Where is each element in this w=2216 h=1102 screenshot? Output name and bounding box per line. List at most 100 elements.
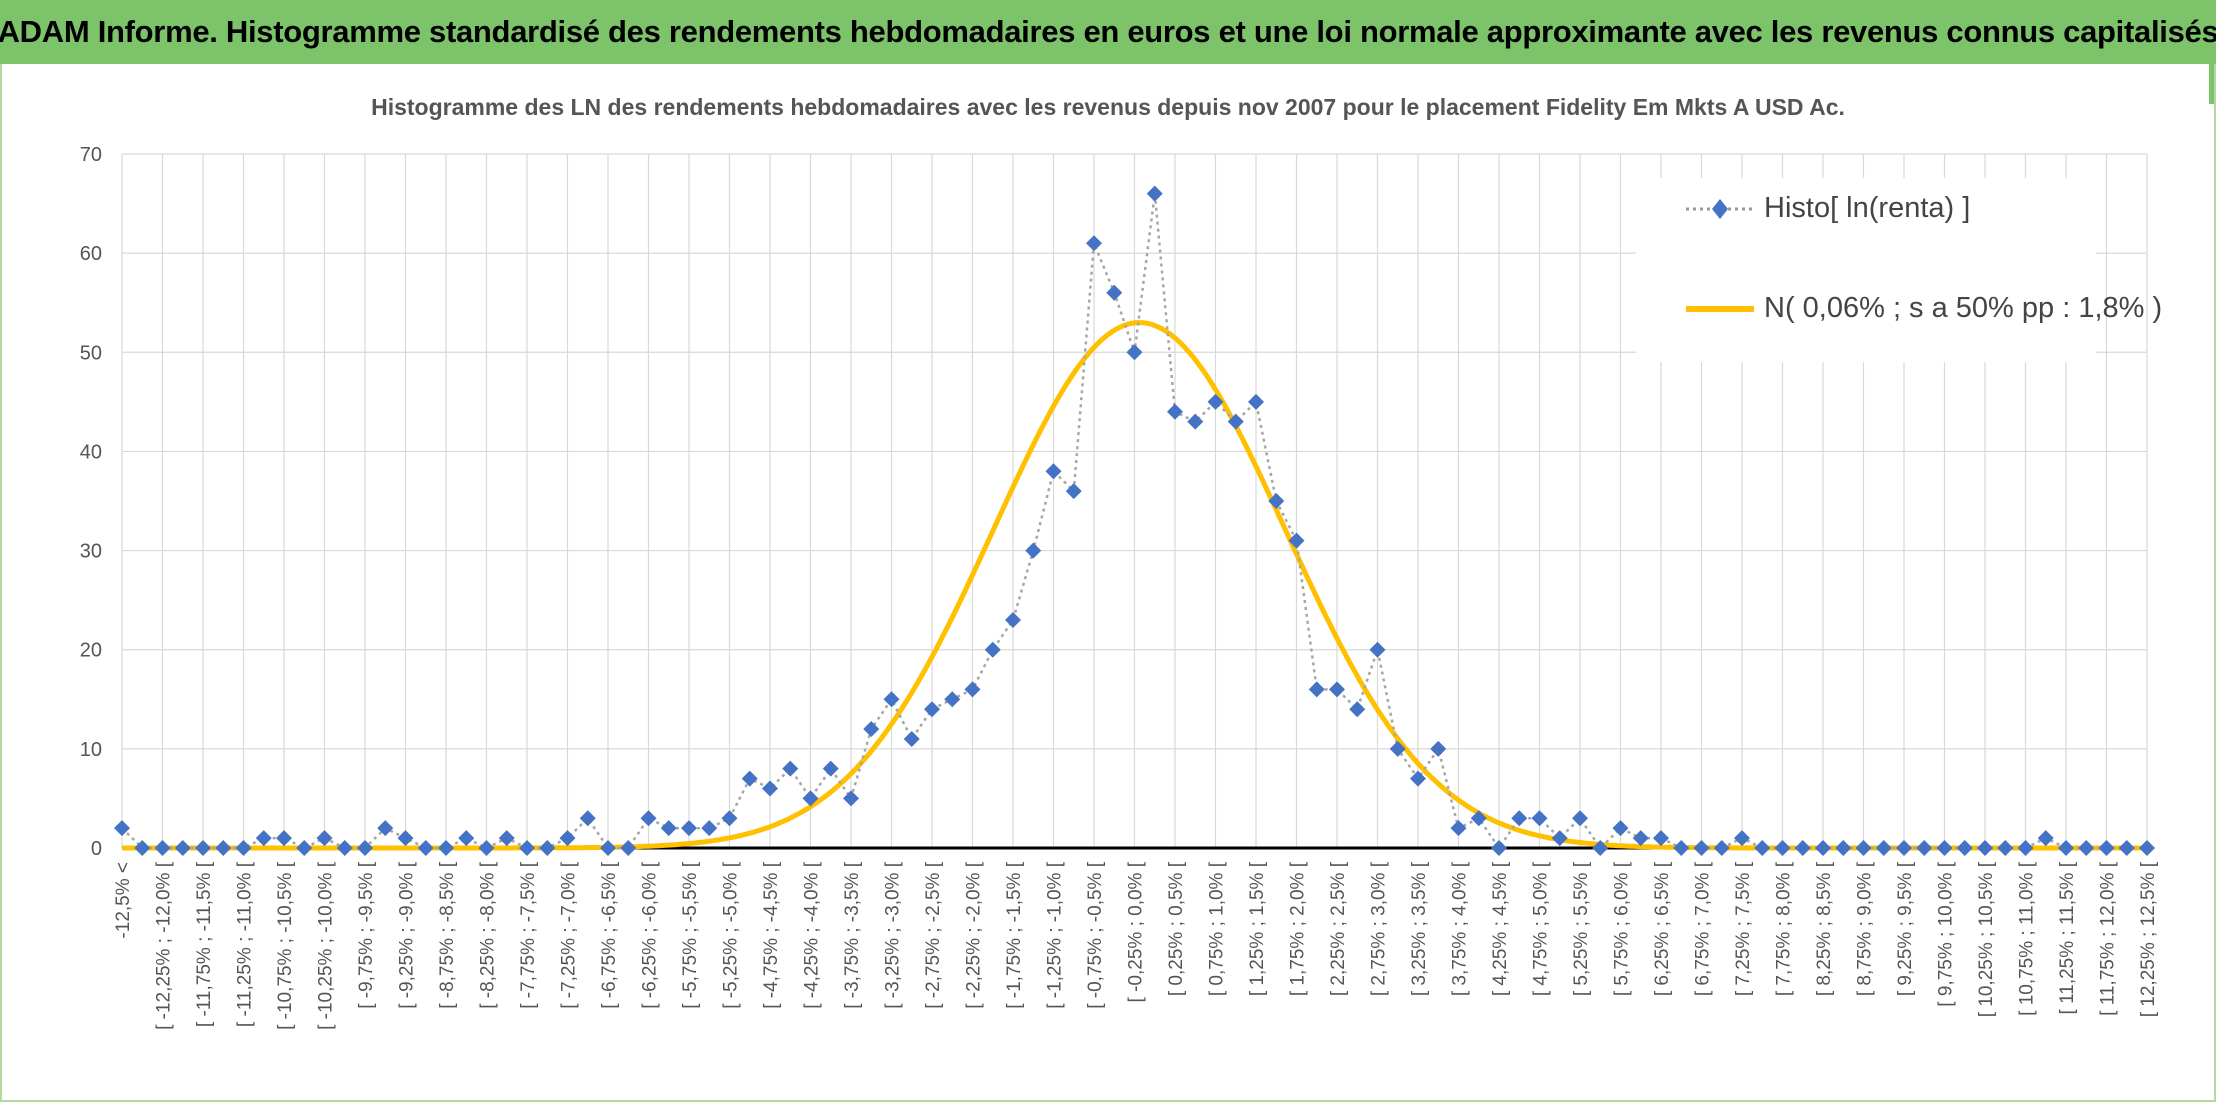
histogram-point <box>316 830 333 847</box>
x-tick-label: [ 5,75% ; 6,0% [ <box>1612 861 1633 996</box>
histogram-point <box>2037 830 2054 847</box>
histogram-point <box>1410 770 1426 787</box>
x-tick-label: [ 0,75% ; 1,0% [ <box>1207 861 1228 996</box>
histogram-point <box>1592 840 1609 856</box>
histogram-point <box>1308 681 1325 698</box>
histogram-point <box>1977 840 1993 856</box>
y-tick-label: 60 <box>80 243 102 265</box>
histogram-point <box>802 790 819 807</box>
histogram-point <box>397 830 414 847</box>
x-tick-label: [ -11,25% ; -11,0% [ <box>235 861 256 1027</box>
histogram-point <box>1126 344 1143 361</box>
histogram-point <box>1005 611 1021 628</box>
y-tick-label: 40 <box>80 441 102 463</box>
histogram-point <box>1450 820 1467 837</box>
x-tick-label: [ -9,25% ; -9,0% [ <box>397 861 418 1009</box>
histogram-point <box>883 691 900 708</box>
histogram-point <box>1227 413 1244 430</box>
histogram-point <box>2139 840 2155 856</box>
y-tick-label: 70 <box>80 144 102 166</box>
legend-swatch-histo <box>1686 198 1754 219</box>
x-tick-label: [ -11,75% ; -11,5% [ <box>194 861 215 1027</box>
y-tick-label: 10 <box>80 739 102 761</box>
banner-edge-mark <box>2209 64 2214 104</box>
x-tick-label: [ 11,25% ; 11,5% [ <box>2057 861 2078 1014</box>
histogram-point <box>276 830 292 847</box>
histogram-point <box>843 790 859 807</box>
x-tick-label: [ -4,25% ; -4,0% [ <box>802 861 823 1009</box>
x-tick-label: [ 0,25% ; 0,5% [ <box>1166 861 1187 996</box>
histogram-point <box>1794 840 1811 856</box>
histogram-point <box>1167 403 1183 420</box>
histogram-point <box>1389 740 1406 757</box>
x-tick-label: [ 1,75% ; 2,0% [ <box>1288 861 1309 996</box>
histogram-point <box>782 760 799 777</box>
x-tick-label: [ -3,25% ; -3,0% [ <box>883 861 904 1009</box>
histogram-point <box>984 641 1001 658</box>
x-tick-label: [ 9,75% ; 10,0% [ <box>1936 861 1957 1006</box>
x-tick-label: [ -7,25% ; -7,0% [ <box>559 861 580 1009</box>
y-tick-label: 0 <box>91 838 102 860</box>
chart-legend: Histo[ ln(renta) ] N( 0,06% ; s a 50% pp… <box>1636 178 2162 362</box>
histogram-point <box>1916 840 1933 856</box>
histogram-point <box>336 840 353 856</box>
histogram-point <box>620 840 637 856</box>
x-tick-label: [ -12,25% ; -12,0% [ <box>154 861 175 1030</box>
x-tick-label: [ -7,75% ; -7,5% [ <box>518 861 539 1009</box>
histogram-point <box>174 840 191 856</box>
histogram-point <box>701 820 718 837</box>
x-tick-label: [ 9,25% ; 9,5% [ <box>1895 861 1916 996</box>
histogram-point <box>195 840 211 856</box>
histogram-point <box>478 840 495 856</box>
histogram-point <box>924 701 940 718</box>
x-tick-label: [ 7,75% ; 8,0% [ <box>1774 861 1795 996</box>
histogram-point <box>2098 840 2115 856</box>
x-tick-label: [ 8,75% ; 9,0% [ <box>1855 861 1876 996</box>
histogram-point <box>944 691 961 708</box>
x-tick-label: [ 4,25% ; 4,5% [ <box>1490 861 1511 996</box>
histogram-point <box>1187 413 1204 430</box>
x-tick-label: [ -2,25% ; -2,0% [ <box>964 861 985 1009</box>
histogram-point <box>1329 681 1345 698</box>
x-tick-label: [ -10,25% ; -10,0% [ <box>316 861 337 1030</box>
legend-label-normal: N( 0,06% ; s a 50% pp : 1,8% ) <box>1764 292 2163 324</box>
histogram-point <box>1815 840 1831 856</box>
histogram-point <box>377 820 394 837</box>
histogram-point <box>1572 810 1588 827</box>
histogram-point <box>863 721 880 738</box>
histogram-point <box>1693 840 1710 856</box>
histogram-point <box>519 840 535 856</box>
histogram-point <box>1146 185 1163 202</box>
histogram-point <box>640 810 657 827</box>
y-tick-label: 20 <box>80 640 102 662</box>
x-tick-label: [ -8,75% ; -8,5% [ <box>437 861 458 1009</box>
histogram-point <box>681 820 697 837</box>
banner-title: ADAM Informe. Histogramme standardisé de… <box>0 14 2216 49</box>
x-tick-label: [ 10,75% ; 11,0% [ <box>2017 861 2038 1016</box>
histogram-point <box>600 840 616 856</box>
histogram-point <box>1896 840 1912 856</box>
x-tick-label: [ 12,25% ; 12,5% [ <box>2138 861 2159 1017</box>
histogram-point <box>458 830 475 847</box>
histogram-point <box>1734 830 1750 847</box>
x-tick-label: [ 6,75% ; 7,0% [ <box>1693 861 1714 996</box>
histogram-point <box>1288 532 1305 549</box>
x-tick-label: [ 8,25% ; 8,5% [ <box>1814 861 1835 996</box>
x-tick-label: [ -5,25% ; -5,0% [ <box>721 861 742 1009</box>
x-tick-label: [ 7,25% ; 7,5% [ <box>1733 861 1754 996</box>
histogram-point <box>1713 840 1730 856</box>
histogram-point <box>255 830 272 847</box>
legend-label-histo: Histo[ ln(renta) ] <box>1764 192 1971 224</box>
histogram-point <box>235 840 252 856</box>
x-tick-label: [ 6,25% ; 6,5% [ <box>1652 861 1673 996</box>
histogram-point <box>1045 463 1062 480</box>
x-tick-label: [ 4,75% ; 5,0% [ <box>1531 861 1552 996</box>
x-tick-label: [ -10,75% ; -10,5% [ <box>275 861 296 1030</box>
histogram-point <box>903 730 920 747</box>
histogram-point <box>1106 284 1123 301</box>
histogram-point <box>134 840 151 856</box>
histogram-point <box>660 820 677 837</box>
histogram-point <box>1774 840 1791 856</box>
histogram-point <box>2058 840 2074 856</box>
